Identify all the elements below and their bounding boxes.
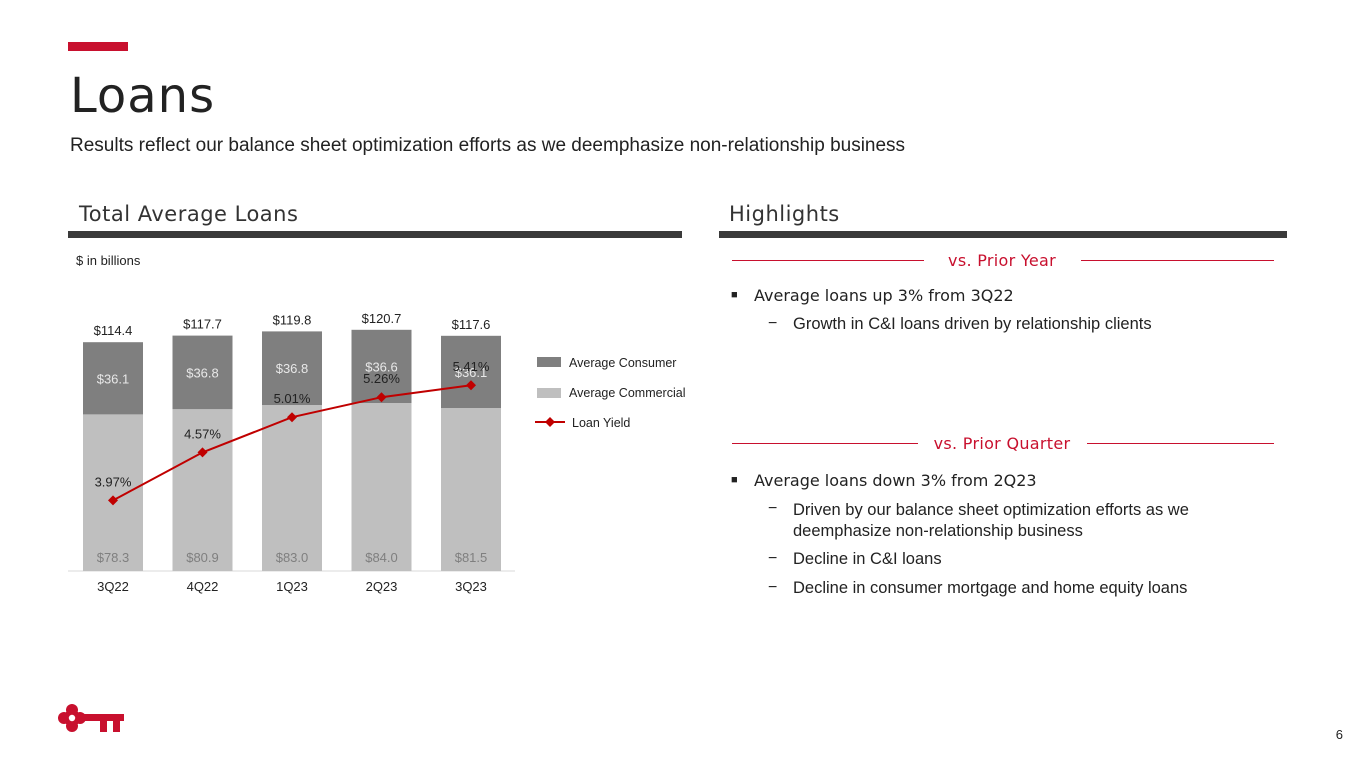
key-logo-icon xyxy=(58,704,124,732)
x-tick-label: 1Q23 xyxy=(276,579,308,594)
prior-quarter-label: vs. Prior Quarter xyxy=(933,434,1071,453)
consumer-bar xyxy=(83,342,143,415)
chart-section-rule xyxy=(68,231,682,238)
page-number: 6 xyxy=(1335,727,1343,742)
commercial-value-label: $81.5 xyxy=(455,550,488,565)
prior-year-line-left xyxy=(732,260,924,261)
highlights-title: Highlights xyxy=(729,202,840,226)
units-label: $ in billions xyxy=(76,253,141,268)
loan-yield-label: 4.57% xyxy=(184,426,221,441)
legend-commercial-swatch xyxy=(537,388,561,398)
commercial-value-label: $80.9 xyxy=(186,550,219,565)
legend-consumer-swatch xyxy=(537,357,561,367)
prior-year-bullet: Average loans up 3% from 3Q22 xyxy=(754,286,1014,305)
total-value-label: $120.7 xyxy=(362,311,402,326)
chart-section-title: Total Average Loans xyxy=(79,202,299,226)
commercial-value-label: $84.0 xyxy=(365,550,398,565)
x-tick-label: 4Q22 xyxy=(187,579,219,594)
commercial-bar xyxy=(351,403,412,571)
prior-quarter-sub-3: Decline in consumer mortgage and home eq… xyxy=(793,579,1188,597)
commercial-value-label: $83.0 xyxy=(276,550,309,565)
loan-yield-label: 3.97% xyxy=(95,474,132,489)
loan-yield-point xyxy=(108,495,118,506)
loans-chart: $78.3 $36.1 $114.4 3Q22 $80.9 $36.8 $117.7 4Q22… xyxy=(68,311,685,594)
page-title: Loans xyxy=(70,68,216,124)
prior-year-line-right xyxy=(1081,260,1274,261)
dash-icon: − xyxy=(768,315,778,332)
loan-yield-label: 5.26% xyxy=(363,371,400,386)
prior-quarter-line-left xyxy=(732,443,918,444)
consumer-bar xyxy=(351,329,412,403)
loan-yield-point xyxy=(287,412,297,423)
loan-yield-point xyxy=(197,447,208,458)
total-value-label: $117.6 xyxy=(452,317,491,332)
chart-legend: Average Consumer Average Commercial Loan Y… xyxy=(535,356,685,430)
consumer-bar xyxy=(262,331,322,405)
legend-yield-marker xyxy=(545,417,555,427)
title-accent-bar xyxy=(68,42,128,51)
prior-quarter-bullet: Average loans down 3% from 2Q23 xyxy=(754,471,1037,490)
legend-commercial-label: Average Commercial xyxy=(569,386,685,400)
consumer-value-label: $36.6 xyxy=(365,359,398,374)
legend-consumer-label: Average Consumer xyxy=(569,356,676,370)
dash-icon: − xyxy=(768,500,778,517)
commercial-bar xyxy=(172,409,233,571)
commercial-bar xyxy=(262,405,322,571)
commercial-bar xyxy=(83,414,143,571)
bullet-square-icon: ■ xyxy=(731,474,738,486)
legend-yield-label: Loan Yield xyxy=(572,416,630,430)
loan-yield-label: 5.41% xyxy=(453,359,490,374)
consumer-value-label: $36.1 xyxy=(455,365,488,380)
x-tick-label: 2Q23 xyxy=(366,579,398,594)
consumer-bar xyxy=(441,335,501,408)
consumer-value-label: $36.8 xyxy=(186,365,219,380)
commercial-value-label: $78.3 xyxy=(97,550,130,565)
page-subtitle: Results reflect our balance sheet optimi… xyxy=(70,135,906,156)
loan-yield-point xyxy=(466,380,476,391)
loan-yield-label: 5.01% xyxy=(274,391,311,406)
consumer-value-label: $36.8 xyxy=(276,361,309,376)
total-value-label: $117.7 xyxy=(183,317,222,332)
x-tick-label: 3Q23 xyxy=(455,579,487,594)
total-value-label: $119.8 xyxy=(273,312,312,327)
prior-quarter-sub-2: Decline in C&I loans xyxy=(793,550,942,568)
prior-quarter-line-right xyxy=(1087,443,1274,444)
consumer-value-label: $36.1 xyxy=(97,371,130,386)
dash-icon: − xyxy=(768,579,778,596)
dash-icon: − xyxy=(768,550,778,567)
consumer-bar xyxy=(172,335,233,410)
commercial-bar xyxy=(441,408,501,571)
x-tick-label: 3Q22 xyxy=(97,579,129,594)
total-value-label: $114.4 xyxy=(94,323,133,338)
loan-yield-point xyxy=(376,392,387,403)
prior-year-label: vs. Prior Year xyxy=(948,251,1056,270)
highlights-rule xyxy=(719,231,1287,238)
bullet-square-icon: ■ xyxy=(731,289,738,301)
prior-quarter-sub-1: Driven by our balance sheet optimization… xyxy=(793,501,1189,540)
prior-year-sub-1: Growth in C&I loans driven by relationsh… xyxy=(793,315,1152,333)
